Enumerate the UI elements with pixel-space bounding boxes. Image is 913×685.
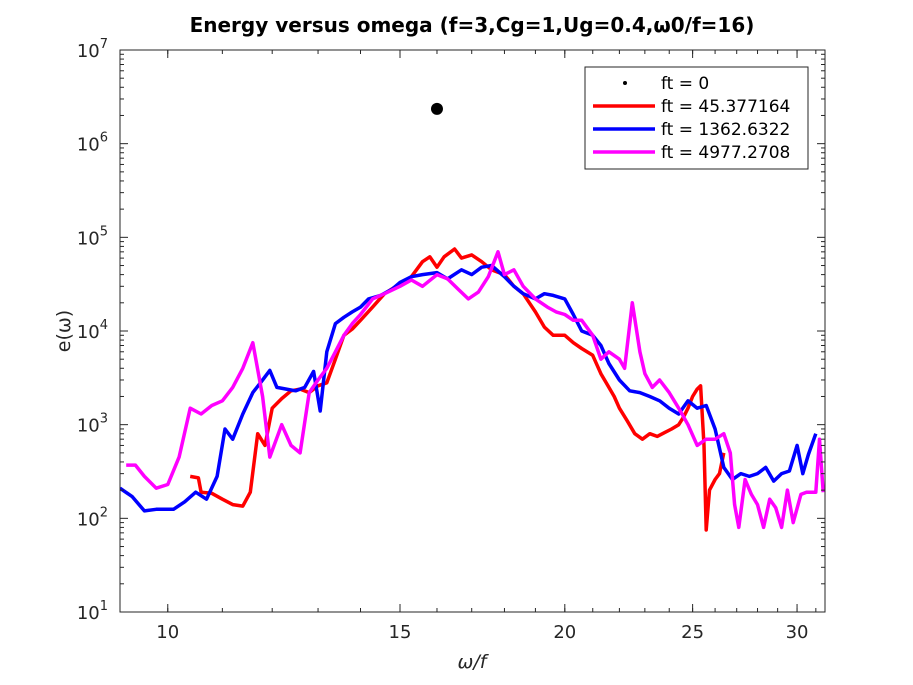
y-tick-label: 107 — [77, 37, 108, 62]
y-tick-label: 103 — [77, 412, 108, 437]
legend-entry-label: ft = 0 — [661, 74, 709, 94]
x-tick-label: 25 — [681, 622, 704, 643]
x-tick-label: 10 — [156, 622, 179, 643]
y-tick-label: 106 — [77, 131, 108, 156]
axes-layer: 10 15 20 25 30 101 102 103 104 105 106 107 — [77, 37, 826, 643]
chart-title: Energy versus omega (f=3,Cg=1,Ug=0.4,ω0/… — [190, 13, 755, 37]
legend-entry-label: ft = 45.377164 — [661, 97, 790, 117]
y-tick-label: 104 — [77, 318, 108, 343]
y-tick-label: 102 — [77, 505, 108, 530]
x-tick-label: 30 — [786, 622, 809, 643]
data-point-ft-0 — [430, 102, 443, 115]
legend: ft = 0 ft = 45.377164 ft = 1362.6322 ft = 4… — [584, 66, 809, 170]
y-tick-label: 105 — [77, 224, 108, 249]
series-line-3 — [126, 250, 825, 530]
legend-marker-point — [623, 81, 627, 85]
y-tick-label: 101 — [77, 599, 108, 624]
legend-entry-label: ft = 1362.6322 — [661, 120, 790, 140]
x-axis-label: ω/f — [457, 651, 489, 673]
x-tick-label: 20 — [553, 622, 576, 643]
series-layer — [120, 102, 825, 532]
series-line-2 — [120, 263, 818, 513]
x-tick-label: 15 — [389, 622, 412, 643]
legend-entry-label: ft = 4977.2708 — [661, 143, 790, 163]
y-axis-label: e(ω) — [53, 310, 75, 352]
